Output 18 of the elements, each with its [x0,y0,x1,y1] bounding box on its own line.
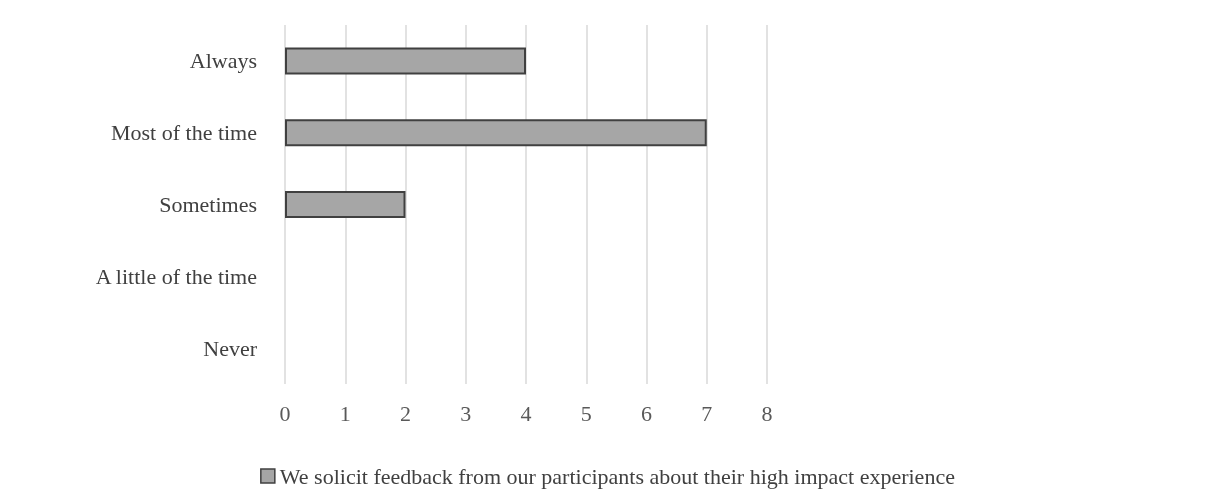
legend-label: We solicit feedback from our participants about their high impact experience [279,463,955,489]
x-tick-label: 7 [701,400,713,426]
y-tick-label: Most of the time [110,120,257,146]
x-tick-label: 0 [279,400,291,426]
bar [285,119,707,147]
x-tick-label: 6 [641,400,652,426]
x-tick-label: 3 [460,400,472,426]
y-tick-label: A little of the time [95,263,257,289]
y-tick-label: Always [189,48,257,74]
x-tick-label: 5 [580,400,592,426]
bar [285,191,406,218]
x-tick-label: 2 [400,400,411,426]
y-tick-label: Sometimes [159,192,257,217]
x-tick-label: 8 [761,400,773,426]
bar [285,47,526,75]
x-tick-label: 4 [520,400,532,426]
x-tick-label: 1 [339,400,351,426]
y-tick-label: Never [203,335,258,361]
